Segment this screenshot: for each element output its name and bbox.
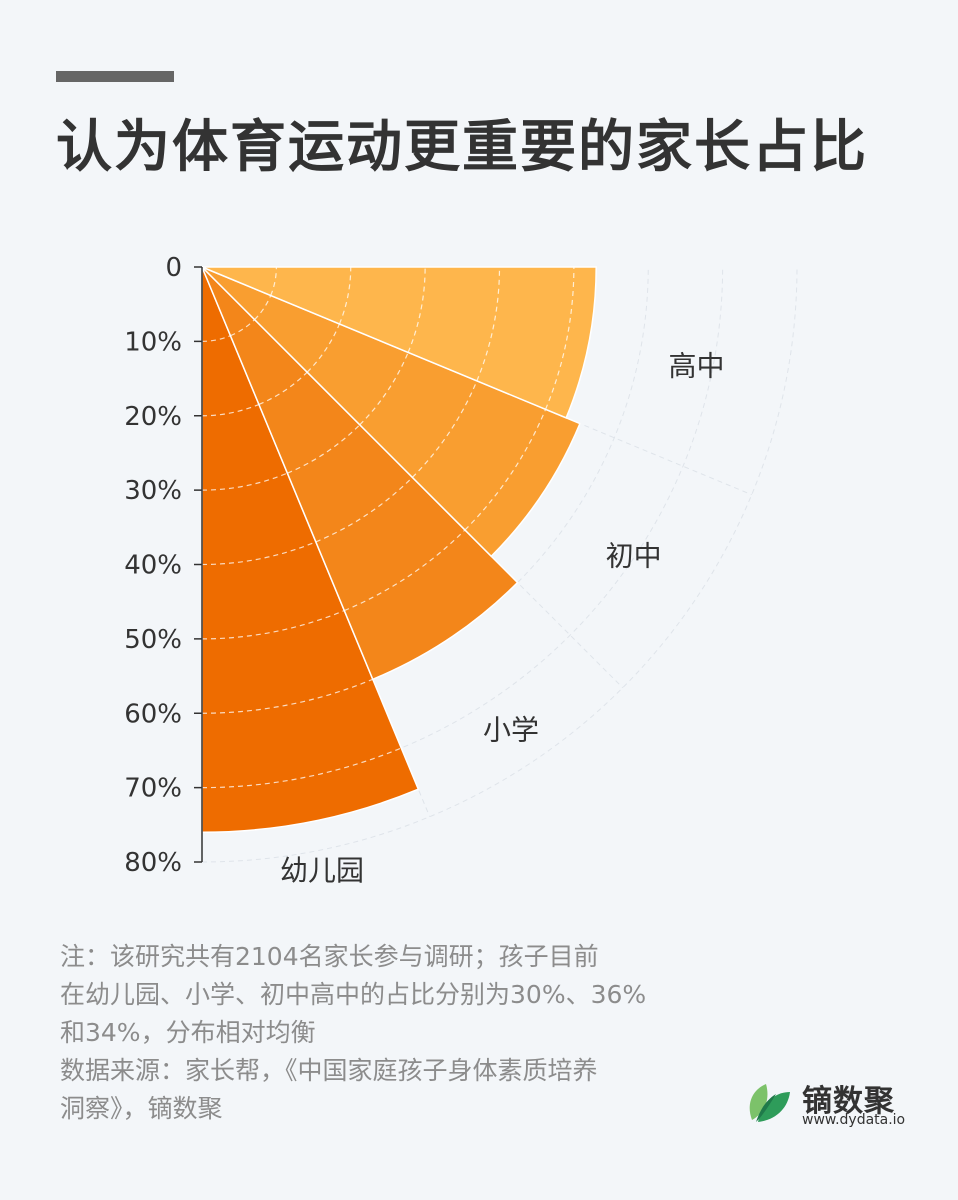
sector-grid-ring	[315, 476, 413, 543]
footnote: 注：该研究共有2104名家长参与调研；孩子目前 在幼儿园、小学、初中高中的占比分…	[60, 938, 700, 1128]
sector-3	[201, 266, 581, 558]
polar-bar-chart: 0 10% 20% 30% 40% 50% 60% 70% 80% 幼儿园 小学 初中 高中	[124, 253, 798, 887]
category-label: 初中	[606, 539, 662, 572]
sector-grid-ring	[411, 380, 478, 478]
sector-grid-ring	[338, 266, 352, 325]
footnote-source-line: 数据来源：家长帮，《中国家庭孩子身体素质培养	[60, 1056, 598, 1085]
axis-tick-label: 10%	[124, 327, 182, 357]
sector-grid-ring	[201, 610, 345, 640]
axis-tick-label: 80%	[124, 848, 182, 878]
axis-tick-label: 30%	[124, 476, 182, 506]
chart-sectors	[201, 266, 597, 834]
sector-4	[201, 266, 597, 419]
axis-tick-label: 0	[165, 253, 182, 283]
axis-tick-label: 60%	[124, 699, 182, 729]
sector-grid-ring	[201, 747, 402, 789]
sector-grid-ring	[464, 409, 547, 531]
sector-grid-ring	[201, 403, 260, 417]
header-accent-bar	[56, 71, 174, 82]
footnote-line: 注：该研究共有2104名家长参与调研；孩子目前	[60, 942, 599, 971]
sector-grid-ring	[545, 266, 575, 410]
leaf-logo-icon	[749, 1084, 790, 1122]
sector-grid-ring	[201, 678, 374, 714]
axis-tick-label: 40%	[124, 551, 182, 581]
grid-ring	[201, 266, 724, 789]
sector-grid-ring	[344, 529, 466, 612]
sector-1	[201, 266, 420, 834]
sector-grid-ring	[270, 266, 277, 296]
brand-logo: 镝数聚 www.dydata.io	[744, 1070, 924, 1130]
sector-2	[201, 266, 519, 681]
sector-grid-ring	[201, 335, 231, 342]
brand-url: www.dydata.io	[802, 1112, 906, 1128]
category-labels: 幼儿园 小学 初中 高中	[280, 349, 725, 887]
axis-tick-label: 20%	[124, 402, 182, 432]
sector-grid-ring	[258, 371, 308, 405]
radial-axis: 0 10% 20% 30% 40% 50% 60% 70% 80%	[124, 253, 203, 878]
sector-grid-ring	[201, 541, 317, 566]
sector-grid-ring	[230, 319, 256, 337]
footnote-line: 在幼儿园、小学、初中高中的占比分别为30%、36%	[60, 980, 647, 1009]
category-label: 幼儿园	[280, 854, 364, 887]
category-label: 小学	[483, 714, 539, 747]
chart-grid-overlay	[201, 266, 575, 789]
grid-ring	[201, 266, 798, 863]
category-label: 高中	[668, 349, 724, 382]
axis-tick-label: 50%	[124, 625, 182, 655]
footnote-line: 和34%，分布相对均衡	[60, 1018, 316, 1047]
sector-grid-ring	[254, 295, 272, 321]
axis-tick-label: 70%	[124, 774, 182, 804]
page-title: 认为体育运动更重要的家长占比	[56, 115, 868, 180]
sector-grid-ring	[306, 323, 340, 373]
brand-name: 镝数聚	[802, 1084, 895, 1119]
sector-grid-ring	[476, 266, 501, 382]
footnote-source-line: 洞察》，镝数聚	[60, 1094, 223, 1123]
grid-ring	[201, 266, 649, 714]
